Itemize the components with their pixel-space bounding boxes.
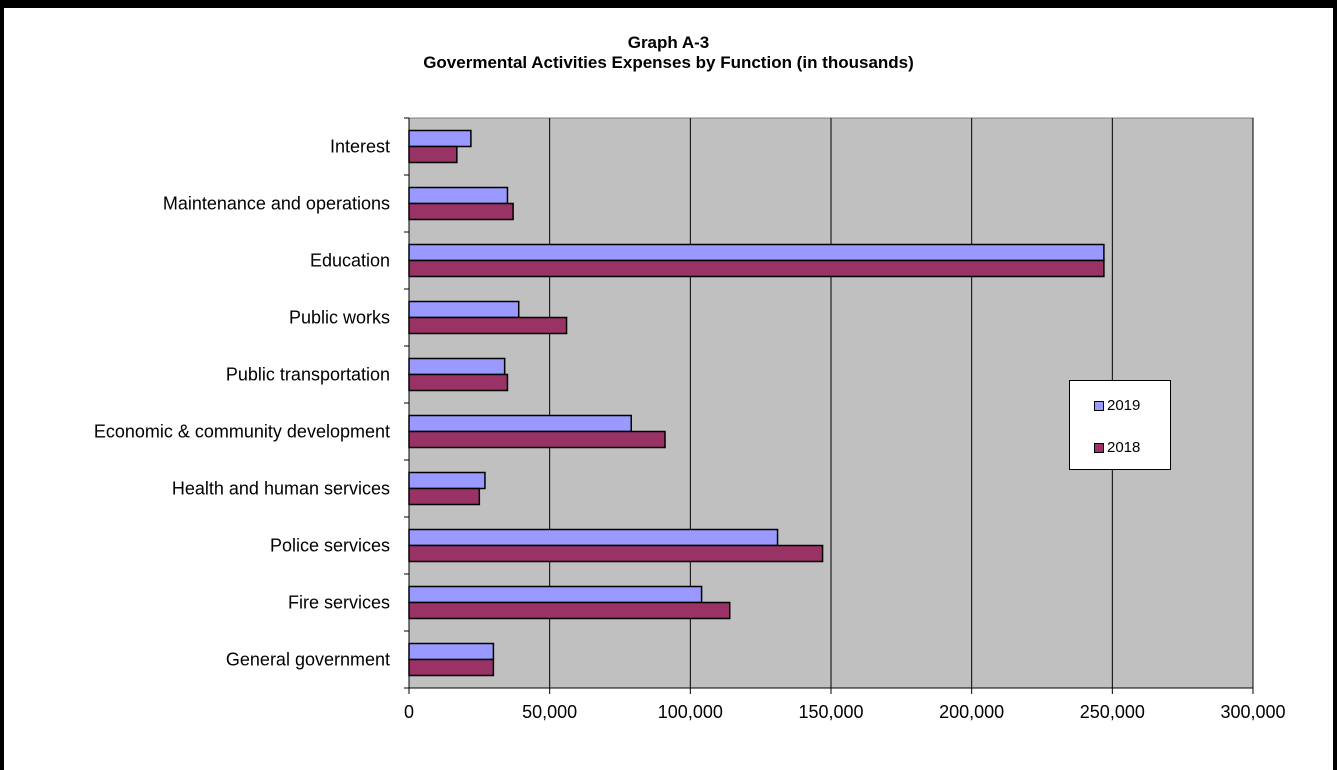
legend-swatch-2018: [1094, 442, 1104, 453]
legend-label-2018: 2018: [1107, 439, 1141, 456]
category-label: Public transportation: [226, 365, 390, 385]
x-tick-label: 100,000: [658, 702, 723, 722]
category-label: Interest: [330, 137, 390, 157]
category-label: Health and human services: [172, 479, 390, 499]
bar-2019: [408, 471, 486, 490]
bar-2019: [408, 357, 506, 376]
bar-2018: [408, 316, 568, 335]
x-tick-label: 250,000: [1080, 702, 1145, 722]
bar-2019: [408, 642, 495, 661]
legend-item-2018: 2018: [1094, 439, 1140, 456]
category-label: Fire services: [288, 593, 390, 613]
bar-2019: [408, 129, 472, 148]
x-tick-label: 150,000: [798, 702, 863, 722]
category-label: Education: [310, 251, 390, 271]
legend: 2019 2018: [1069, 380, 1171, 470]
x-tick-label: 0: [404, 702, 414, 722]
bar-2019: [408, 243, 1105, 262]
legend-label-2019: 2019: [1107, 397, 1141, 414]
legend-item-2019: 2019: [1094, 397, 1140, 414]
chart-subtitle: Govermental Activities Expenses by Funct…: [423, 53, 914, 72]
bar-2018: [408, 373, 509, 392]
category-label: Maintenance and operations: [163, 194, 390, 214]
bar-2018: [408, 145, 458, 164]
bar-2018: [408, 658, 495, 677]
category-label: Police services: [270, 536, 390, 556]
bar-2019: [408, 414, 633, 433]
bar-2018: [408, 202, 514, 221]
category-label: Public works: [289, 308, 390, 328]
bar-2019: [408, 300, 520, 319]
x-tick-label: 200,000: [939, 702, 1004, 722]
bar-2019: [408, 585, 703, 604]
bar-2018: [408, 259, 1105, 278]
x-tick-label: 300,000: [1220, 702, 1285, 722]
category-label: Economic & community development: [94, 422, 390, 442]
bar-2018: [408, 487, 481, 506]
bar-2019: [408, 528, 779, 547]
bar-2018: [408, 430, 666, 449]
category-label: General government: [226, 650, 390, 670]
chart-title: Graph A-3: [627, 33, 710, 52]
bar-2019: [408, 186, 509, 205]
bar-2018: [408, 601, 731, 620]
x-tick-label: 50,000: [522, 702, 577, 722]
legend-swatch-2019: [1094, 400, 1104, 411]
bar-2018: [408, 544, 824, 563]
